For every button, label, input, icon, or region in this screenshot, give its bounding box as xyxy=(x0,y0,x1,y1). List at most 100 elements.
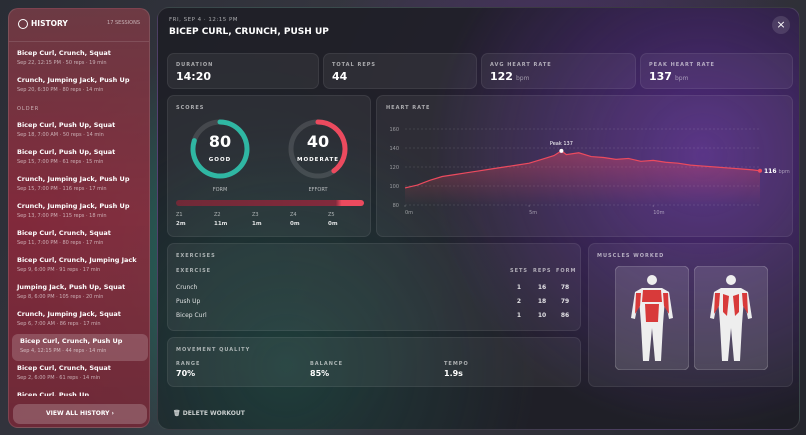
history-title: HISTORY xyxy=(31,19,68,28)
score-label: EFFORT xyxy=(308,187,328,193)
item-meta: Sep 6, 7:00 AM · 86 reps · 17 min xyxy=(17,321,101,327)
y-tick-label: 120 xyxy=(389,165,399,171)
score-rings: 80 GOOD FORM 40 MODERATE EFFORT xyxy=(190,119,348,193)
heart-rate-area xyxy=(405,150,760,205)
close-button[interactable]: × xyxy=(772,16,790,34)
cell: 1 xyxy=(516,312,522,319)
card-title: MOVEMENT QUALITY xyxy=(176,347,251,353)
delete-label: DELETE WORKOUT xyxy=(182,410,245,417)
muscle-back xyxy=(694,266,768,370)
end-label: 116 bpm xyxy=(764,168,790,175)
metric-label: TEMPO xyxy=(444,361,469,367)
item-meta: Sep 15, 7:00 PM · 61 reps · 15 min xyxy=(17,159,104,165)
zone-name: Z2 xyxy=(214,212,221,218)
history-item[interactable]: Crunch, Jumping Jack, Squat Sep 6, 7:00 A… xyxy=(9,307,149,334)
metric-label: RANGE xyxy=(176,361,201,367)
heart-rate-chart: 80 100 120 140 160 0m 5m 10m Peak 137 116 bpm xyxy=(389,127,790,216)
x-tick-label: 5m xyxy=(529,210,537,216)
stat-card: PEAK HEART RATE 137 bpm xyxy=(640,53,793,89)
zone-time: 11m xyxy=(214,221,228,227)
column-header: FORM xyxy=(556,268,577,274)
stat-label: TOTAL REPS xyxy=(332,62,377,68)
cell: 18 xyxy=(537,298,547,305)
end-unit: bpm xyxy=(779,169,790,175)
history-item[interactable]: Crunch, Jumping Jack, Push Up Sep 15, 7:0… xyxy=(9,172,149,199)
stat-value: 137 bpm xyxy=(649,70,688,83)
heart-rate-line xyxy=(404,150,761,189)
item-title: Bicep Curl, Push Up xyxy=(17,391,90,396)
zone-name: Z4 xyxy=(290,212,297,218)
zone-name: Z5 xyxy=(328,212,335,218)
zone-bar xyxy=(176,200,364,206)
history-item[interactable]: Bicep Curl, Crunch, Jumping Jack Sep 9, 6… xyxy=(9,253,149,280)
history-item[interactable]: Bicep Curl, Crunch, Push Up Sep 4, 12:15 … xyxy=(12,334,148,361)
cell: 2 xyxy=(516,298,522,305)
heart-rate-card: HEART RATE 80 100 120 140 160 0m 5m 10m Peak 137… xyxy=(376,95,793,237)
card-title: SCORES xyxy=(176,105,205,111)
score-label: FORM xyxy=(213,187,228,193)
history-item[interactable]: Bicep Curl, Crunch, Squat Sep 22, 12:15 P… xyxy=(9,46,149,73)
item-meta: Sep 22, 12:15 PM · 50 reps · 19 min xyxy=(17,60,107,66)
stat-number: 122 xyxy=(490,70,513,83)
stat-card: DURATION 14:20 xyxy=(167,53,319,89)
metric-value: 1.9s xyxy=(444,369,463,378)
history-panel: HISTORY 17 SESSIONS Bicep Curl, Crunch, … xyxy=(8,8,150,428)
stat-label: DURATION xyxy=(176,62,214,68)
history-item[interactable]: Bicep Curl, Crunch, Squat Sep 2, 6:00 PM … xyxy=(9,361,149,388)
metric-label: BALANCE xyxy=(310,361,344,367)
item-title: Bicep Curl, Crunch, Squat xyxy=(17,229,111,237)
ring-arc xyxy=(315,119,348,174)
item-meta: Sep 13, 7:00 PM · 115 reps · 18 min xyxy=(17,213,107,219)
item-title: Crunch, Jumping Jack, Push Up xyxy=(17,202,130,210)
history-list: Bicep Curl, Crunch, Squat Sep 22, 12:15 P… xyxy=(9,41,149,396)
y-tick-label: 100 xyxy=(389,184,399,190)
peak-marker xyxy=(559,148,564,153)
metric-value: 85% xyxy=(310,369,330,378)
clock-icon xyxy=(18,19,28,29)
history-item[interactable]: Bicep Curl, Push Up, Squat Sep 18, 7:00 A… xyxy=(9,118,149,145)
zone-time: 0m xyxy=(290,221,300,227)
stat-card: AVG HEART RATE 122 bpm xyxy=(481,53,636,89)
item-title: Crunch, Jumping Jack, Squat xyxy=(17,310,121,318)
metric-value: 70% xyxy=(176,369,196,378)
history-item[interactable]: Bicep Curl, Push Up xyxy=(9,388,149,396)
cell: Bicep Curl xyxy=(176,312,207,319)
item-meta: Sep 15, 7:00 PM · 116 reps · 17 min xyxy=(17,186,107,192)
card-title: HEART RATE xyxy=(386,105,431,111)
history-item[interactable]: Bicep Curl, Crunch, Squat Sep 11, 7:00 PM… xyxy=(9,226,149,253)
item-meta: Sep 18, 7:00 AM · 50 reps · 14 min xyxy=(17,132,104,138)
stat-number: 137 xyxy=(649,70,672,83)
group-label: OLDER xyxy=(17,106,40,112)
history-item[interactable]: Bicep Curl, Push Up, Squat Sep 15, 7:00 P… xyxy=(9,145,149,172)
workout-date: FRI, SEP 4 · 12:15 PM xyxy=(169,17,239,23)
card-title: EXERCISES xyxy=(176,253,216,259)
stat-label: AVG HEART RATE xyxy=(490,62,552,68)
x-tick-label: 0m xyxy=(405,210,413,216)
item-meta: Sep 11, 7:00 PM · 80 reps · 17 min xyxy=(17,240,104,246)
workout-title: BICEP CURL, CRUNCH, PUSH UP xyxy=(169,27,329,37)
stat-value: 14:20 xyxy=(176,70,211,83)
zone-time: 1m xyxy=(252,221,262,227)
history-item[interactable]: Crunch, Jumping Jack, Push Up Sep 13, 7:0… xyxy=(9,199,149,226)
item-title: Bicep Curl, Push Up, Squat xyxy=(17,121,116,129)
stat-number: 14:20 xyxy=(176,70,212,83)
cell: 1 xyxy=(516,284,522,291)
zone-time: 0m xyxy=(328,221,338,227)
stat-unit: bpm xyxy=(674,75,689,82)
item-title: Crunch, Jumping Jack, Push Up xyxy=(17,175,130,183)
delete-button[interactable]: 🗑 DELETE WORKOUT xyxy=(173,410,245,417)
peak-label: Peak 137 xyxy=(550,141,573,147)
score-value: 40 xyxy=(307,132,329,151)
end-value: 116 xyxy=(764,168,777,175)
item-meta: Sep 9, 6:00 PM · 91 reps · 17 min xyxy=(17,267,101,273)
history-item[interactable]: Crunch, Jumping Jack, Push Up Sep 20, 6:3… xyxy=(9,73,149,100)
item-title: Bicep Curl, Crunch, Push Up xyxy=(20,337,123,345)
item-meta: Sep 20, 6:30 PM · 80 reps · 14 min xyxy=(17,87,104,93)
history-item[interactable]: Jumping Jack, Push Up, Squat Sep 8, 6:00 … xyxy=(9,280,149,307)
item-title: Jumping Jack, Push Up, Squat xyxy=(17,283,126,291)
zone-time: 2m xyxy=(176,221,186,227)
column-header: SETS xyxy=(510,268,529,274)
item-meta: Sep 2, 6:00 PM · 61 reps · 14 min xyxy=(17,375,101,381)
view-all-button[interactable]: VIEW ALL HISTORY › xyxy=(13,404,147,424)
